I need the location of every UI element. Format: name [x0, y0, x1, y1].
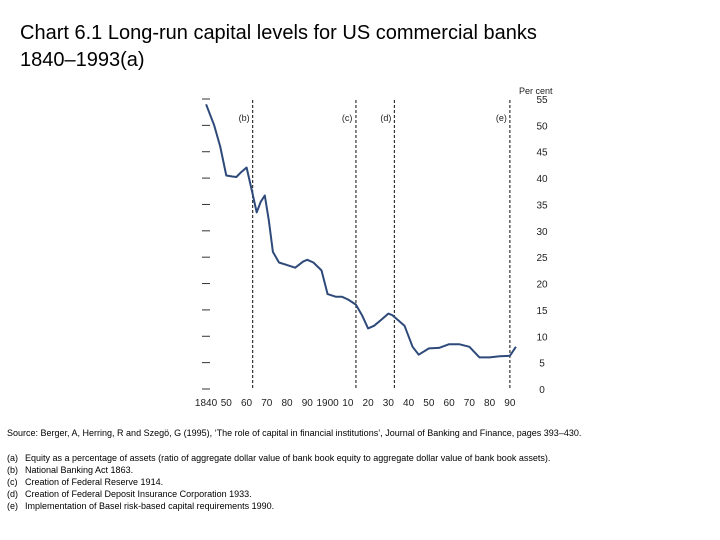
- y-tick-label: 30: [536, 227, 548, 238]
- x-tick-label: 1900: [316, 398, 339, 409]
- footnote: (c) Creation of Federal Reserve 1914.: [7, 477, 164, 487]
- y-tick-label: 50: [536, 121, 548, 132]
- y-tick-label: 55: [536, 95, 548, 106]
- event-marker-label: (d): [380, 113, 391, 123]
- x-tick-label: 70: [464, 398, 476, 409]
- x-tick-label: 90: [504, 398, 516, 409]
- event-marker-label: (c): [342, 113, 353, 123]
- x-tick-label: 30: [383, 398, 395, 409]
- event-marker-label: (e): [496, 113, 507, 123]
- y-tick-label: 35: [536, 200, 548, 211]
- x-tick-label: 60: [241, 398, 253, 409]
- x-tick-label: 60: [444, 398, 456, 409]
- footnote: (d) Creation of Federal Deposit Insurance…: [7, 489, 252, 499]
- y-tick-label: 20: [536, 280, 548, 291]
- x-tick-label: 70: [261, 398, 273, 409]
- capital-ratio-line: [205, 103, 517, 359]
- x-tick-label: 50: [221, 398, 233, 409]
- y-tick-label: 40: [536, 174, 548, 185]
- y-tick-label: 15: [536, 306, 548, 317]
- x-tick-label: 90: [302, 398, 314, 409]
- y-tick-label: 10: [536, 332, 548, 343]
- footnote: (e) Implementation of Basel risk-based ca…: [7, 501, 275, 511]
- y-axis-label: Per cent: [519, 86, 553, 96]
- event-marker-label: (b): [239, 113, 250, 123]
- x-tick-label: 80: [484, 398, 496, 409]
- footnote: (b) National Banking Act 1863.: [7, 465, 134, 475]
- y-tick-label: 5: [539, 359, 545, 370]
- y-tick-label: 45: [536, 148, 548, 159]
- x-tick-label: 1840: [195, 398, 218, 409]
- x-tick-label: 50: [423, 398, 435, 409]
- x-tick-label: 80: [282, 398, 294, 409]
- chart-title: Chart 6.1 Long-run capital levels for US…: [20, 22, 537, 71]
- x-tick-label: 20: [363, 398, 375, 409]
- x-tick-label: 40: [403, 398, 415, 409]
- y-tick-label: 25: [536, 253, 548, 264]
- y-tick-label: 0: [539, 385, 545, 396]
- footnotes: (a) Equity as a percentage of assets (rat…: [7, 452, 550, 512]
- x-tick-label: 10: [342, 398, 354, 409]
- source-note: Source: Berger, A, Herring, R and Szegö,…: [7, 428, 582, 438]
- plot-background: [202, 78, 520, 410]
- footnote: (a) Equity as a percentage of assets (rat…: [7, 453, 551, 463]
